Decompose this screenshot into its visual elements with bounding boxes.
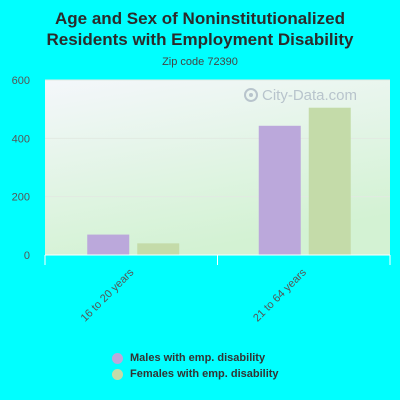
- watermark: City-Data.com: [244, 87, 357, 104]
- legend: Males with emp. disability Females with …: [112, 350, 279, 382]
- bar-males-1[interactable]: [87, 234, 130, 255]
- legend-item-males: Males with emp. disability: [112, 350, 279, 366]
- chart-subtitle: Zip code 72390: [162, 56, 238, 68]
- x-tick-label: 16 to 20 years: [79, 266, 137, 324]
- y-tick-label: 400: [12, 133, 30, 145]
- legend-item-females: Females with emp. disability: [112, 366, 279, 382]
- y-tick-label: 0: [24, 250, 30, 262]
- bar-males-2[interactable]: [258, 125, 301, 256]
- bar-females-2[interactable]: [308, 107, 351, 255]
- legend-swatch-females: [112, 368, 123, 380]
- bar-females-1[interactable]: [137, 243, 180, 255]
- legend-label-females: Females with emp. disability: [130, 368, 279, 380]
- legend-swatch-males: [112, 352, 123, 364]
- chart-title: Age and Sex of Noninstitutionalized Resid…: [46, 9, 354, 49]
- x-tick-label: 21 to 64 years: [251, 266, 309, 324]
- y-tick-label: 600: [12, 75, 30, 87]
- legend-label-males: Males with emp. disability: [130, 352, 266, 364]
- y-tick-label: 200: [12, 192, 30, 204]
- watermark-text: City-Data.com: [262, 87, 357, 104]
